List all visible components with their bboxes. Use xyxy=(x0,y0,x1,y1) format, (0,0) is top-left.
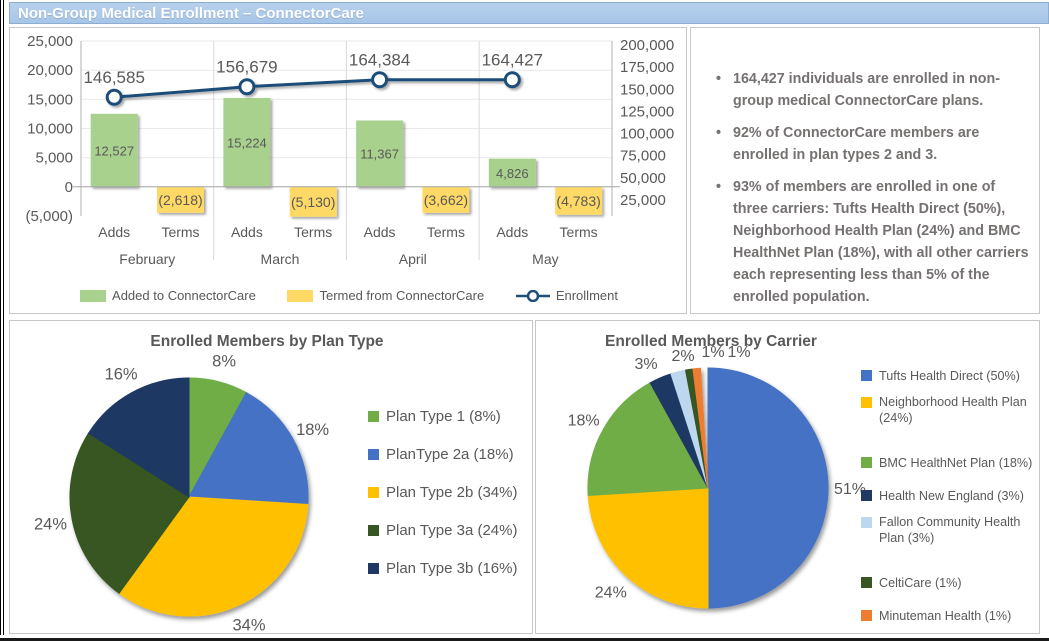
svg-text:5,000: 5,000 xyxy=(35,150,73,167)
svg-text:100,000: 100,000 xyxy=(620,126,674,143)
svg-text:Enrolled Members by Plan Type: Enrolled Members by Plan Type xyxy=(150,333,384,350)
svg-text:April: April xyxy=(399,251,427,267)
svg-text:24%: 24% xyxy=(34,515,67,533)
svg-text:May: May xyxy=(532,251,558,267)
svg-text:Terms: Terms xyxy=(161,224,199,240)
svg-text:Terms: Terms xyxy=(294,224,332,240)
svg-text:125,000: 125,000 xyxy=(620,103,674,120)
svg-text:25,000: 25,000 xyxy=(27,33,73,50)
svg-text:146,585: 146,585 xyxy=(83,68,144,87)
svg-text:(5,000): (5,000) xyxy=(25,208,73,225)
svg-text:12,527: 12,527 xyxy=(94,143,134,158)
svg-text:164,384: 164,384 xyxy=(349,51,410,70)
svg-text:20,000: 20,000 xyxy=(27,62,73,79)
svg-text:February: February xyxy=(119,251,175,267)
svg-text:16%: 16% xyxy=(105,365,138,383)
svg-text:0: 0 xyxy=(65,179,73,196)
svg-text:15,000: 15,000 xyxy=(27,91,73,108)
svg-text:11,367: 11,367 xyxy=(360,147,399,162)
svg-text:March: March xyxy=(261,251,300,267)
svg-text:24%: 24% xyxy=(595,585,627,602)
svg-text:(3,662): (3,662) xyxy=(424,192,468,208)
svg-text:3%: 3% xyxy=(634,356,657,373)
svg-text:15,224: 15,224 xyxy=(227,135,267,150)
svg-text:164,427: 164,427 xyxy=(482,51,543,70)
svg-text:200,000: 200,000 xyxy=(620,37,674,54)
svg-text:18%: 18% xyxy=(568,413,600,430)
svg-text:(5,130): (5,130) xyxy=(291,194,335,210)
svg-text:2%: 2% xyxy=(671,348,694,365)
svg-text:156,679: 156,679 xyxy=(216,58,277,77)
svg-text:10,000: 10,000 xyxy=(27,121,73,138)
svg-text:1%: 1% xyxy=(701,344,724,361)
svg-text:175,000: 175,000 xyxy=(620,59,674,76)
svg-text:18%: 18% xyxy=(296,421,329,439)
svg-text:50,000: 50,000 xyxy=(620,170,666,187)
svg-text:Adds: Adds xyxy=(231,224,263,240)
svg-text:150,000: 150,000 xyxy=(620,81,674,98)
svg-text:(2,618): (2,618) xyxy=(158,192,202,208)
svg-text:1%: 1% xyxy=(727,344,750,361)
svg-text:Adds: Adds xyxy=(496,224,528,240)
svg-text:34%: 34% xyxy=(232,617,265,635)
svg-text:(4,783): (4,783) xyxy=(556,193,600,209)
svg-text:25,000: 25,000 xyxy=(620,192,666,209)
svg-text:Terms: Terms xyxy=(560,224,598,240)
svg-text:4,826: 4,826 xyxy=(496,166,529,181)
svg-text:Adds: Adds xyxy=(364,224,396,240)
svg-text:75,000: 75,000 xyxy=(620,148,666,165)
svg-text:Adds: Adds xyxy=(98,224,130,240)
svg-text:8%: 8% xyxy=(212,352,236,370)
svg-text:Terms: Terms xyxy=(427,224,465,240)
